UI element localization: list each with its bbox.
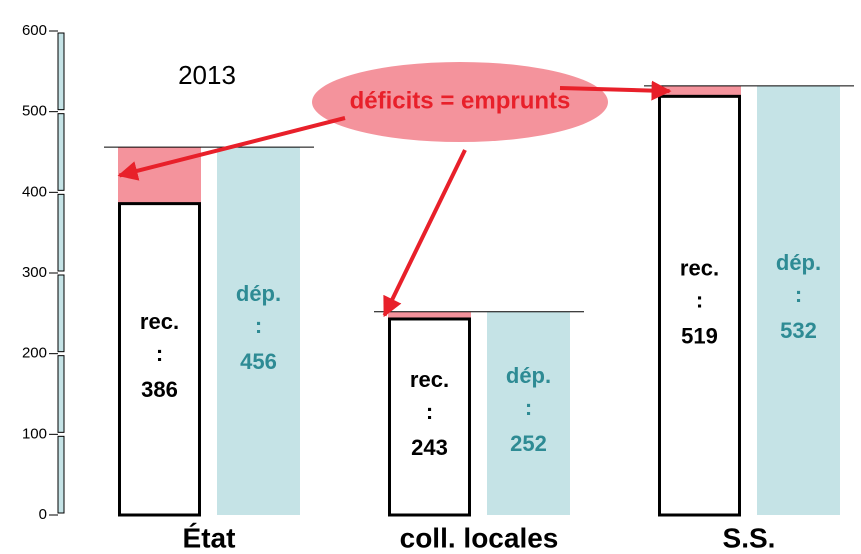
value-label: 386	[141, 377, 178, 402]
deficit-segment	[658, 85, 741, 97]
bar	[658, 94, 741, 517]
deficit-segment	[118, 147, 201, 204]
axis-segment	[57, 113, 65, 191]
y-tick-label: 200	[22, 345, 47, 362]
series-label: rec.	[410, 367, 449, 392]
separator: :	[525, 395, 532, 420]
value-label: 252	[510, 431, 547, 456]
separator: :	[696, 287, 703, 312]
annotation-text: déficits = emprunts	[350, 87, 571, 114]
y-tick-label: 300	[22, 264, 47, 281]
annotation-bubble	[312, 62, 608, 142]
y-tick-label: 0	[39, 506, 47, 523]
axis-segment	[57, 435, 65, 514]
bar	[217, 147, 300, 515]
separator: :	[795, 282, 802, 307]
bar	[487, 311, 570, 515]
series-label: dép.	[776, 250, 821, 275]
y-tick-label: 600	[22, 22, 47, 39]
value-label: 532	[780, 318, 817, 343]
series-label: rec.	[680, 255, 719, 280]
y-tick-label: 100	[22, 425, 47, 442]
axis-segment	[57, 274, 65, 353]
series-label: dép.	[506, 363, 551, 388]
annotation-arrow	[559, 80, 672, 101]
y-tick-label: 400	[22, 183, 47, 200]
bar	[757, 85, 840, 515]
series-label: dép.	[236, 281, 281, 306]
year-label: 2013	[178, 60, 236, 90]
separator: :	[156, 341, 163, 366]
value-label: 456	[240, 349, 277, 374]
axis-segment	[57, 193, 65, 272]
x-tick-label: S.S.	[723, 522, 776, 553]
annotation-arrow	[117, 116, 346, 181]
annotation-arrow	[382, 149, 467, 318]
separator: :	[255, 313, 262, 338]
x-tick-label: coll. locales	[400, 522, 559, 553]
value-label: 243	[411, 435, 448, 460]
bar	[388, 317, 471, 517]
axis-segment	[57, 32, 65, 111]
bar	[118, 202, 201, 517]
y-tick-label: 500	[22, 103, 47, 120]
deficit-segment	[388, 311, 471, 319]
x-tick-label: État	[183, 522, 236, 553]
value-label: 519	[681, 323, 718, 348]
separator: :	[426, 399, 433, 424]
axis-segment	[57, 355, 65, 433]
series-label: rec.	[140, 309, 179, 334]
